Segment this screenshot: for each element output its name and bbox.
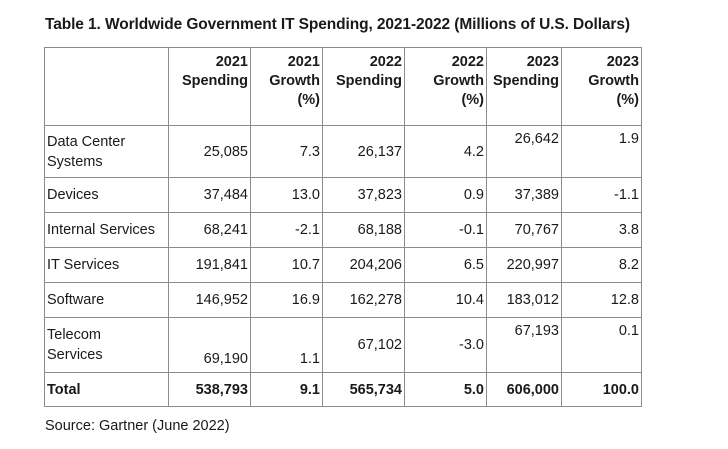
table-cell: 16.9 [250, 282, 323, 318]
table-cell: 12.8 [561, 282, 642, 318]
table-header-row: 2021 Spending 2021 Growth (%) 2022 Spending … [44, 47, 642, 126]
table-cell: -3.0 [404, 317, 487, 373]
table-cell: 10.7 [250, 247, 323, 283]
table-cell: 26,642 [486, 125, 562, 178]
table-cell: 3.8 [561, 212, 642, 248]
table-row: IT Services 191,841 10.7 204,206 6.5 220… [44, 247, 642, 283]
table-cell: 162,278 [322, 282, 405, 318]
table-cell: 1.1 [250, 317, 323, 373]
table-cell: 37,484 [168, 177, 251, 213]
table-cell: 25,085 [168, 125, 251, 178]
row-label: Telecom Services [44, 317, 169, 373]
table-row: Telecom Services 69,190 1.1 67,102 -3.0 6… [44, 317, 642, 373]
table-title: Table 1. Worldwide Government IT Spendin… [45, 16, 630, 33]
table-cell: 68,241 [168, 212, 251, 248]
table-row: Devices 37,484 13.0 37,823 0.9 37,389 -1… [44, 177, 642, 213]
table-cell: 1.9 [561, 125, 642, 178]
table-cell: -2.1 [250, 212, 323, 248]
table-cell: 37,389 [486, 177, 562, 213]
total-row: Total 538,793 9.1 565,734 5.0 606,000 10… [44, 372, 642, 407]
table-cell: 4.2 [404, 125, 487, 178]
table-cell: 10.4 [404, 282, 487, 318]
table-cell: 191,841 [168, 247, 251, 283]
column-header: 2021 Spending [168, 47, 251, 126]
header-corner-cell [44, 47, 169, 126]
source-note: Source: Gartner (June 2022) [45, 418, 230, 434]
table-cell: 204,206 [322, 247, 405, 283]
table-cell: 5.0 [404, 372, 487, 407]
table-cell: 70,767 [486, 212, 562, 248]
table-cell: 37,823 [322, 177, 405, 213]
column-header: 2022 Growth (%) [404, 47, 487, 126]
table-cell: 68,188 [322, 212, 405, 248]
column-header: 2022 Spending [322, 47, 405, 126]
table-cell: -0.1 [404, 212, 487, 248]
table-cell: 565,734 [322, 372, 405, 407]
table-cell: 8.2 [561, 247, 642, 283]
column-header: 2021 Growth (%) [250, 47, 323, 126]
table-row: Data Center Systems 25,085 7.3 26,137 4.2… [44, 125, 642, 178]
table-cell: 220,997 [486, 247, 562, 283]
table-cell: 146,952 [168, 282, 251, 318]
spending-table: 2021 Spending 2021 Growth (%) 2022 Spending … [44, 47, 642, 407]
table-cell: 183,012 [486, 282, 562, 318]
table-cell: 67,193 [486, 317, 562, 373]
table-cell: 100.0 [561, 372, 642, 407]
row-label: Software [44, 282, 169, 318]
row-label: Data Center Systems [44, 125, 169, 178]
table-row: Software 146,952 16.9 162,278 10.4 183,0… [44, 282, 642, 318]
table-cell: 0.9 [404, 177, 487, 213]
table-cell: 7.3 [250, 125, 323, 178]
table-cell: -1.1 [561, 177, 642, 213]
row-label: Total [44, 372, 169, 407]
column-header: 2023 Spending [486, 47, 562, 126]
table-cell: 6.5 [404, 247, 487, 283]
table-cell: 606,000 [486, 372, 562, 407]
table-cell: 67,102 [322, 317, 405, 373]
column-header: 2023 Growth (%) [561, 47, 642, 126]
table-cell: 9.1 [250, 372, 323, 407]
table-cell: 26,137 [322, 125, 405, 178]
table-cell: 538,793 [168, 372, 251, 407]
table-cell: 0.1 [561, 317, 642, 373]
row-label: Internal Services [44, 212, 169, 248]
table-cell: 13.0 [250, 177, 323, 213]
table-row: Internal Services 68,241 -2.1 68,188 -0.… [44, 212, 642, 248]
row-label: Devices [44, 177, 169, 213]
table-cell: 69,190 [168, 317, 251, 373]
row-label: IT Services [44, 247, 169, 283]
